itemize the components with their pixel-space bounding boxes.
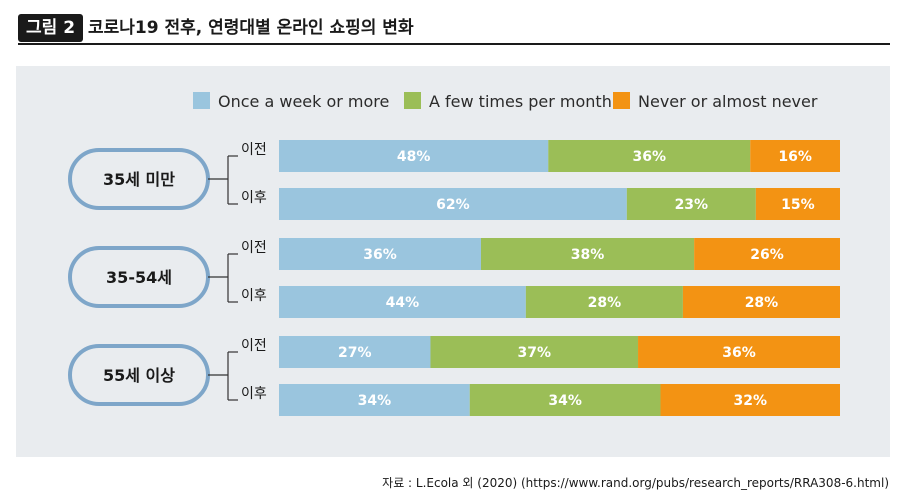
data-label: 27% (338, 345, 372, 361)
data-label: 38% (571, 247, 605, 263)
bar-segment (279, 384, 470, 416)
bar-segment (279, 188, 627, 220)
period-label: 이전 (241, 338, 267, 354)
data-label: 62% (436, 197, 470, 213)
group-label-2: 35-54세 (106, 268, 172, 287)
bar-segment (660, 384, 840, 416)
data-label: 28% (745, 295, 779, 311)
bar-segment (279, 238, 481, 270)
figure-title: 코로나19 전후, 연령대별 온라인 쇼핑의 변화 (88, 18, 414, 38)
group-label-1: 35세 미만 (103, 170, 175, 189)
group-label-3: 55세 이상 (103, 366, 175, 385)
bar-segment (750, 140, 840, 172)
legend-swatch-1 (193, 92, 210, 109)
data-label: 16% (778, 149, 812, 165)
bar-segment (682, 286, 840, 318)
header-rule (18, 43, 890, 45)
data-label: 23% (675, 197, 709, 213)
figure-header: 그림 2 코로나19 전후, 연령대별 온라인 쇼핑의 변화 (18, 14, 890, 45)
bar-segment (626, 188, 756, 220)
data-label: 26% (750, 247, 784, 263)
legend-label-3: Never or almost never (638, 92, 818, 111)
data-label: 15% (781, 197, 815, 213)
data-label: 44% (386, 295, 420, 311)
bar-segment (279, 336, 431, 368)
period-label: 이후 (241, 288, 267, 304)
bar-segment (469, 384, 661, 416)
chart-panel: Once a week or more A few times per month… (16, 66, 890, 457)
data-label: 34% (358, 393, 392, 409)
bar-segment (279, 286, 526, 318)
data-label: 34% (548, 393, 582, 409)
data-label: 37% (517, 345, 551, 361)
data-label: 28% (588, 295, 622, 311)
bar-segment (430, 336, 639, 368)
stacked-bar-chart: Once a week or more A few times per month… (68, 92, 840, 416)
bar-segment (525, 286, 683, 318)
bar-segment (548, 140, 751, 172)
bar-segment (480, 238, 695, 270)
legend-label-2: A few times per month (429, 92, 612, 111)
period-label: 이전 (241, 240, 267, 256)
bar-segment (694, 238, 840, 270)
legend-swatch-2 (404, 92, 421, 109)
period-label: 이전 (241, 142, 267, 158)
data-label: 36% (722, 345, 756, 361)
data-label: 48% (397, 149, 431, 165)
data-label: 36% (363, 247, 397, 263)
source-note: 자료 : L.Ecola 외 (2020) (https://www.rand.… (382, 476, 889, 490)
data-label: 36% (633, 149, 667, 165)
legend-swatch-3 (613, 92, 630, 109)
bar-segment (755, 188, 840, 220)
bar-segment (638, 336, 840, 368)
period-label: 이후 (241, 190, 267, 206)
bar-segment (279, 140, 549, 172)
figure-badge: 그림 2 (18, 14, 84, 42)
period-label: 이후 (241, 386, 267, 402)
legend-label-1: Once a week or more (218, 92, 389, 111)
data-label: 32% (733, 393, 767, 409)
